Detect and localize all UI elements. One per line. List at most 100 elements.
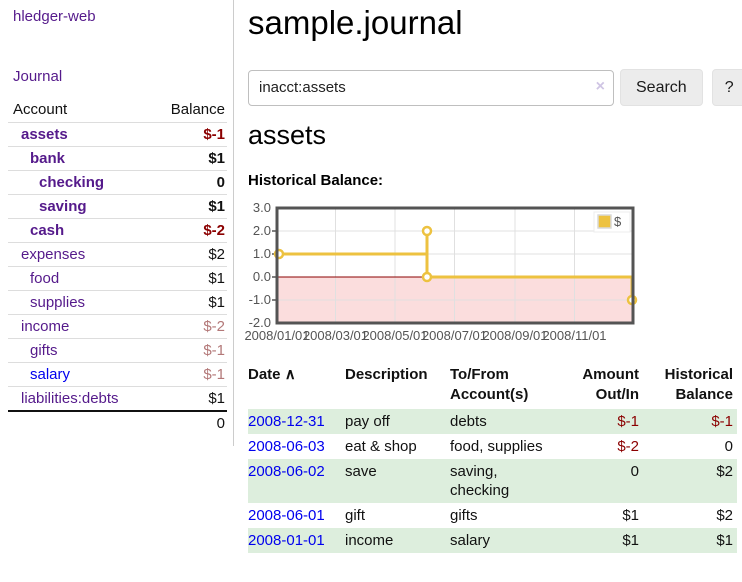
chart-legend: $: [593, 211, 631, 233]
accounts-header-row: Account Balance: [8, 97, 227, 123]
account-balance: $-2: [149, 218, 227, 243]
transaction-amount: $1: [622, 507, 639, 524]
account-balance: 0: [149, 170, 227, 195]
account-balance: $1: [149, 194, 227, 219]
account-row: cash $-2: [8, 218, 227, 243]
sidebar-item-journal[interactable]: Journal: [13, 68, 63, 85]
account-row: bank $1: [8, 146, 227, 171]
account-link-saving[interactable]: saving: [39, 198, 87, 215]
transaction-description: eat & shop: [345, 438, 417, 455]
svg-text:2008/07/01: 2008/07/01: [422, 328, 487, 343]
svg-text:3.0: 3.0: [253, 200, 271, 215]
transaction-description: pay off: [345, 413, 390, 430]
register-col-balance: Historical Balance: [664, 366, 733, 403]
legend-label: $: [614, 214, 622, 229]
register-row: 2008-01-01 income salary $1 $1: [248, 528, 737, 553]
account-row: income $-2: [8, 314, 227, 339]
transaction-accounts: gifts: [450, 507, 478, 524]
account-link-liabilities-debts[interactable]: liabilities:debts: [21, 390, 119, 407]
app-title-link[interactable]: hledger-web: [13, 8, 96, 25]
account-row: salary $-1: [8, 362, 227, 387]
page-title: sample.journal: [248, 4, 463, 41]
plot-border: [275, 206, 635, 325]
account-link-salary[interactable]: salary: [30, 366, 71, 383]
transaction-date-link[interactable]: 2008-06-01: [248, 507, 325, 524]
account-balance: $1: [149, 386, 227, 411]
account-link-checking[interactable]: checking: [39, 174, 105, 191]
accounts-col-balance: Balance: [170, 101, 225, 118]
svg-text:2.0: 2.0: [253, 223, 271, 238]
account-link-expenses[interactable]: expenses: [21, 246, 86, 263]
transaction-description: gift: [345, 507, 366, 524]
account-balance: $-1: [149, 362, 227, 387]
transaction-amount: $-1: [617, 413, 639, 430]
account-link-bank[interactable]: bank: [30, 150, 66, 167]
y-axis-labels: 3.0 2.0 1.0 0.0 -1.0 -2.0: [249, 200, 271, 330]
account-link-food[interactable]: food: [30, 270, 60, 287]
transaction-amount: $1: [622, 532, 639, 549]
svg-text:2008/03/01: 2008/03/01: [303, 328, 368, 343]
account-row: expenses $2: [8, 242, 227, 267]
account-row: supplies $1: [8, 290, 227, 315]
transaction-accounts: saving, checking: [450, 463, 510, 499]
account-balance: $2: [149, 242, 227, 267]
account-row: gifts $-1: [8, 338, 227, 363]
transaction-balance: $2: [716, 507, 733, 524]
accounts-total-row: 0: [8, 410, 227, 435]
svg-text:0.0: 0.0: [253, 269, 271, 284]
transaction-date-link[interactable]: 2008-01-01: [248, 532, 325, 549]
register-col-amount: Amount Out/In: [582, 366, 639, 403]
account-balance: $-2: [149, 314, 227, 339]
register-col-description: Description: [345, 366, 428, 383]
clear-search-icon[interactable]: ×: [595, 77, 605, 95]
transaction-balance: $1: [716, 532, 733, 549]
account-link-income[interactable]: income: [21, 318, 70, 335]
account-row: saving $1: [8, 194, 227, 219]
transaction-date-link[interactable]: 2008-12-31: [248, 413, 325, 430]
register-col-date[interactable]: Date ∧: [248, 366, 296, 383]
register-table: Date ∧ Description To/From Account(s) Am…: [248, 361, 737, 553]
transaction-date-link[interactable]: 2008-06-02: [248, 463, 325, 480]
search-form: × Search ?: [248, 69, 742, 106]
account-balance: $1: [149, 146, 227, 171]
accounts-table: Account Balance assets $-1 bank $1 check…: [8, 97, 227, 435]
account-link-gifts[interactable]: gifts: [30, 342, 58, 359]
svg-text:2008/01/01: 2008/01/01: [244, 328, 309, 343]
historical-balance-chart: $ 3.0 2.0 1.0 0.0 -1.0 -2.0 2008/01/01 2…: [244, 200, 638, 343]
account-row: food $1: [8, 266, 227, 291]
x-axis-labels: 2008/01/01 2008/03/01 2008/05/01 2008/07…: [244, 328, 606, 343]
account-link-supplies[interactable]: supplies: [30, 294, 86, 311]
account-balance: $-1: [149, 338, 227, 363]
register-row: 2008-06-02 save saving, checking 0 $2: [248, 459, 737, 503]
search-input[interactable]: [248, 69, 614, 106]
account-balance: $1: [149, 290, 227, 315]
accounts-total-value: 0: [149, 410, 227, 435]
transaction-description: save: [345, 463, 377, 480]
account-row: liabilities:debts $1: [8, 386, 227, 411]
svg-text:1.0: 1.0: [253, 246, 271, 261]
register-header-row: Date ∧ Description To/From Account(s) Am…: [248, 361, 737, 409]
account-link-assets[interactable]: assets: [21, 126, 68, 143]
transaction-amount: $-2: [617, 438, 639, 455]
transaction-balance: $-1: [711, 413, 733, 430]
search-button[interactable]: Search: [620, 69, 703, 106]
transaction-date-link[interactable]: 2008-06-03: [248, 438, 325, 455]
account-row: assets $-1: [8, 122, 227, 147]
svg-text:-1.0: -1.0: [249, 292, 271, 307]
help-button[interactable]: ?: [711, 69, 742, 106]
transaction-accounts: debts: [450, 413, 487, 430]
register-row: 2008-12-31 pay off debts $-1 $-1: [248, 409, 737, 434]
account-link-cash[interactable]: cash: [30, 222, 65, 239]
transaction-accounts: salary: [450, 532, 491, 549]
transaction-amount: 0: [630, 463, 639, 480]
account-balance: $-1: [149, 122, 227, 147]
chart-title: Historical Balance:: [248, 172, 384, 189]
svg-text:2008/09/01: 2008/09/01: [482, 328, 547, 343]
account-heading: assets: [248, 120, 327, 150]
svg-text:-2.0: -2.0: [249, 315, 271, 330]
sidebar: hledger-web Journal Account Balance asse…: [0, 0, 234, 446]
account-row: checking 0: [8, 170, 227, 195]
register-col-accounts: To/From Account(s): [450, 366, 529, 403]
legend-swatch: [597, 214, 612, 229]
